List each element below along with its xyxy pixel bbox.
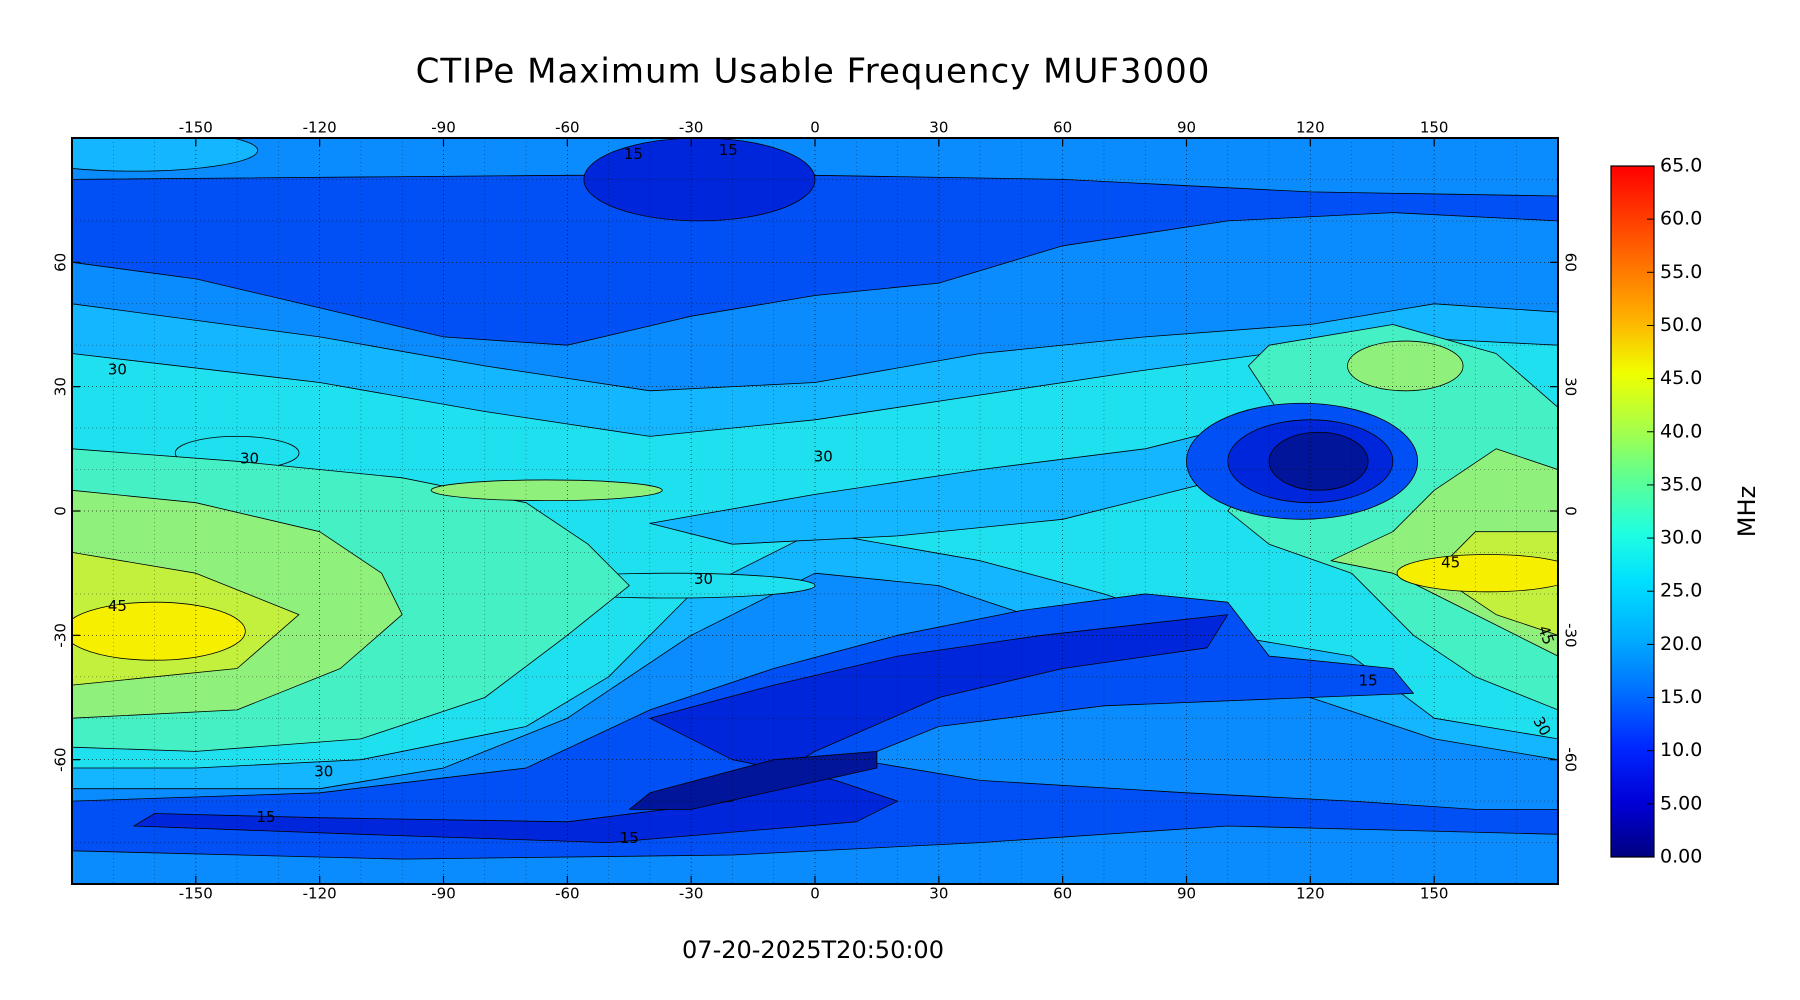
x-tick-label-top: -90 (431, 119, 456, 137)
timestamp: 07-20-2025T20:50:00 (682, 936, 944, 964)
colorbar-tick-label: 30.0 (1660, 527, 1702, 549)
contour-label: 15 (1359, 671, 1378, 689)
contour-label: 15 (256, 808, 275, 826)
colorbar-tick-label: 45.0 (1660, 367, 1702, 389)
title: CTIPe Maximum Usable Frequency MUF3000 (416, 52, 1211, 92)
contour-label: 15 (624, 145, 643, 163)
contour-label: 30 (694, 570, 713, 588)
x-tick-label-top: 150 (1420, 119, 1449, 137)
contour-region (1347, 340, 1464, 392)
x-tick-label-bottom: 60 (1053, 885, 1072, 903)
y-tick-label-left: 60 (52, 253, 70, 272)
x-tick-label-bottom: -30 (679, 885, 704, 903)
colorbar-tick-label: 55.0 (1660, 261, 1702, 283)
colorbar-label: MHz (1733, 486, 1761, 537)
contour-label: 30 (814, 448, 833, 466)
x-tick-label-bottom: -90 (431, 885, 456, 903)
x-tick-label-top: 0 (810, 119, 820, 137)
colorbar-tick-label: 25.0 (1660, 580, 1702, 602)
colorbar-tick-label: 20.0 (1660, 633, 1702, 655)
x-tick-label-top: 30 (929, 119, 948, 137)
contour-label: 15 (620, 829, 639, 847)
x-tick-label-bottom: 120 (1296, 885, 1325, 903)
axes: -150 -150 -120 -120 -90 -90 -60 -60 -30 -30 0 0 30 30… (52, 119, 1762, 903)
x-tick-label-top: -120 (303, 119, 337, 137)
colorbar-tick-label: 65.0 (1660, 155, 1702, 177)
x-tick-label-top: 120 (1296, 119, 1325, 137)
x-tick-label-bottom: -60 (555, 885, 580, 903)
colorbar (1610, 165, 1655, 858)
x-tick-label-bottom: 150 (1420, 885, 1449, 903)
colorbar-tick-label: 60.0 (1660, 208, 1702, 230)
contour-label: 30 (108, 361, 127, 379)
y-tick-label-right: -30 (1562, 623, 1580, 648)
x-tick-label-bottom: -150 (179, 885, 213, 903)
contour-label: 30 (240, 450, 259, 468)
contour-region (1396, 554, 1558, 593)
y-tick-label-right: 30 (1562, 377, 1580, 396)
x-tick-label-bottom: 30 (929, 885, 948, 903)
colorbar-tick-label: 0.00 (1660, 846, 1702, 868)
colorbar-tick-label: 35.0 (1660, 473, 1702, 495)
contour-region (430, 479, 663, 502)
x-tick-label-bottom: 90 (1177, 885, 1196, 903)
contour-label: 45 (1441, 553, 1460, 571)
contour-label: 45 (108, 597, 127, 615)
contour-label: 45 (1534, 623, 1557, 647)
colorbar-tick-label: 5.00 (1660, 792, 1702, 814)
y-tick-label-right: 60 (1562, 253, 1580, 272)
colorbar-tick-label: 15.0 (1660, 686, 1702, 708)
contour-region (72, 138, 259, 172)
contour-region (1268, 431, 1369, 491)
contour-label: 15 (719, 141, 738, 159)
y-tick-label-left: 0 (52, 506, 70, 516)
x-tick-label-top: -60 (555, 119, 580, 137)
y-tick-label-left: -60 (52, 747, 70, 772)
contour-label: 30 (314, 763, 333, 781)
x-tick-label-bottom: 0 (810, 885, 820, 903)
x-tick-label-bottom: -120 (303, 885, 337, 903)
x-tick-label-top: -150 (179, 119, 213, 137)
contour-region (583, 138, 816, 222)
colorbar-tick-label: 50.0 (1660, 314, 1702, 336)
x-tick-label-top: 60 (1053, 119, 1072, 137)
y-tick-label-left: -30 (52, 623, 70, 648)
colorbar-tick-label: 10.0 (1660, 739, 1702, 761)
y-tick-label-left: 30 (52, 377, 70, 396)
y-tick-label-right: -60 (1562, 747, 1580, 772)
contour-region (133, 614, 1229, 843)
x-tick-label-top: -30 (679, 119, 704, 137)
colorbar-tick-label: 40.0 (1660, 420, 1702, 442)
x-tick-label-top: 90 (1177, 119, 1196, 137)
y-tick-label-right: 0 (1562, 506, 1580, 516)
